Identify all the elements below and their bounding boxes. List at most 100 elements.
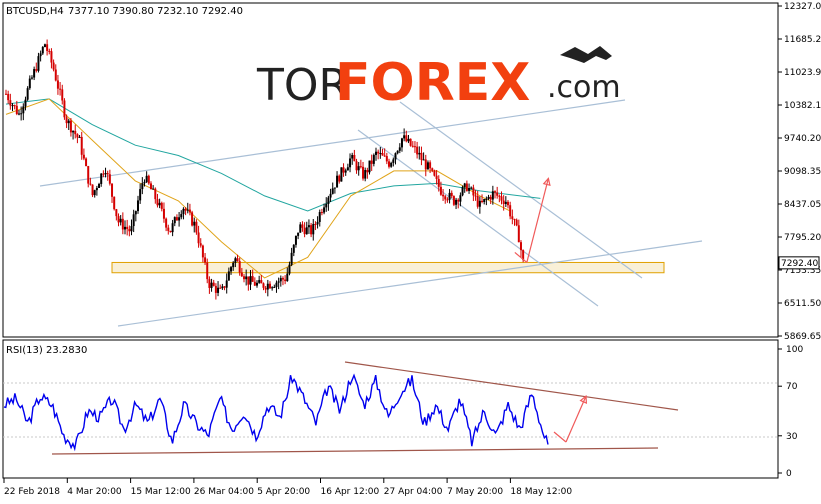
candle-body	[327, 197, 330, 204]
candle-body	[175, 217, 178, 221]
candle-body	[396, 150, 399, 154]
candle-body	[225, 280, 228, 288]
candle-body	[429, 162, 432, 169]
candles	[5, 39, 525, 300]
candle-body	[162, 208, 165, 219]
time-tick-label: 7 May 20:00	[447, 487, 503, 497]
candle-body	[82, 154, 85, 159]
candle-body	[258, 280, 261, 283]
rsi-tick-label: 30	[786, 432, 798, 442]
candle-body	[54, 69, 57, 81]
candle-body	[435, 175, 438, 179]
candle-body	[199, 243, 202, 246]
rsi-forecast-arrow	[553, 394, 588, 443]
rsi-panel-frame	[2, 339, 779, 479]
candle-body	[355, 161, 358, 171]
candle-body	[197, 232, 200, 244]
candle-body	[46, 44, 49, 51]
candle-body	[418, 152, 421, 155]
arrow-down-stroke	[514, 251, 528, 263]
candle-body	[245, 276, 248, 280]
candle-body	[113, 196, 116, 210]
candle-body	[106, 173, 109, 175]
candle-body	[67, 120, 70, 124]
candle-body	[522, 250, 525, 260]
candle-body	[301, 224, 304, 228]
time-tick-label: 4 Mar 20:00	[67, 487, 122, 497]
candle-body	[165, 218, 168, 228]
candle-body	[364, 170, 367, 179]
candle-body	[474, 195, 477, 197]
candle-body	[392, 159, 395, 163]
channel-upper-line	[399, 101, 643, 279]
candle-body	[173, 217, 176, 224]
candle-body	[312, 223, 315, 235]
price-tick-label: 8437.05	[784, 200, 821, 210]
candle-body	[450, 192, 453, 197]
candle-body	[141, 183, 144, 190]
candle-body	[288, 264, 291, 274]
candle-body	[249, 276, 252, 285]
candle-body	[431, 168, 434, 171]
candle-body	[169, 230, 172, 233]
candle-body	[372, 154, 375, 164]
candle-body	[320, 212, 323, 214]
candle-body	[420, 152, 423, 160]
candle-body	[15, 105, 18, 115]
candle-body	[478, 200, 481, 207]
candle-body	[405, 135, 408, 142]
candle-body	[424, 159, 427, 170]
candle-body	[468, 187, 471, 191]
arrow-up-stroke	[526, 178, 549, 263]
candle-body	[509, 205, 512, 217]
candle-body	[422, 159, 425, 161]
candle-body	[221, 286, 224, 289]
time-tick-label: 27 Apr 04:00	[384, 487, 443, 497]
candle-body	[487, 196, 490, 199]
rsi-axis: 100 70 30 0	[778, 345, 803, 479]
channel-lower-line	[357, 129, 599, 307]
candle-body	[43, 44, 46, 47]
candle-body	[219, 287, 222, 289]
candle-body	[206, 262, 209, 280]
candle-body	[357, 166, 360, 171]
price-tick-label: 5869.65	[784, 332, 821, 342]
candle-body	[268, 283, 271, 289]
candle-body	[33, 69, 36, 78]
candle-body	[195, 221, 198, 233]
candle-body	[483, 199, 486, 202]
time-tick-label: 22 Feb 2018	[4, 487, 60, 497]
candle-body	[13, 105, 16, 107]
candle-body	[240, 272, 243, 277]
price-panel-frame	[2, 2, 779, 338]
candle-body	[102, 173, 105, 175]
candle-body	[119, 218, 122, 223]
time-tick-label: 26 Mar 04:00	[194, 487, 254, 497]
candle-body	[188, 209, 191, 213]
lower-trend-line	[117, 240, 703, 327]
candle-body	[85, 158, 88, 167]
candle-body	[387, 161, 390, 167]
candle-body	[115, 209, 118, 217]
candle-body	[286, 273, 289, 282]
candle-body	[126, 226, 129, 230]
candle-body	[370, 160, 373, 164]
candle-body	[223, 286, 226, 288]
candle-body	[303, 227, 306, 235]
upper-trend-line	[39, 99, 626, 187]
candle-body	[284, 279, 287, 282]
candle-body	[292, 244, 295, 253]
candle-body	[63, 100, 66, 118]
candle-body	[368, 160, 371, 173]
candle-body	[217, 287, 220, 293]
candle-body	[227, 271, 230, 281]
candle-body	[491, 191, 494, 200]
price-tick-label: 10382.15	[784, 101, 821, 111]
price-forecast-arrow	[514, 177, 551, 263]
candle-body	[307, 225, 310, 228]
candle-body	[271, 287, 274, 289]
current-price-label: 7292.40	[781, 259, 818, 269]
candle-body	[461, 187, 464, 196]
candle-body	[519, 242, 522, 251]
candle-body	[264, 287, 267, 290]
